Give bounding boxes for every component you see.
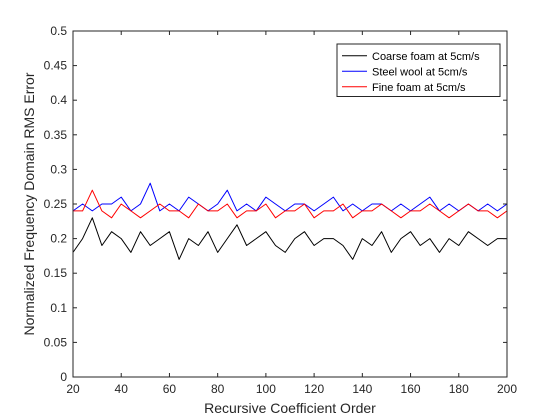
legend-label-1: Coarse foam at 5cm/s [372, 51, 480, 63]
y-tick-label: 0.45 [44, 59, 68, 73]
x-tick-label: 160 [401, 382, 421, 396]
x-tick-label: 140 [352, 382, 372, 396]
x-tick-label: 80 [211, 382, 225, 396]
y-tick-label: 0.2 [50, 232, 67, 246]
y-tick-label: 0.4 [50, 93, 67, 107]
y-tick-label: 0.25 [44, 197, 68, 211]
y-axis-ticks: 0 0.05 0.1 0.15 0.2 0.25 0.3 0.35 0.4 0.45 0.5 [44, 24, 507, 384]
x-tick-label: 100 [256, 382, 276, 396]
y-tick-label: 0.5 [50, 24, 67, 38]
legend-box [336, 43, 501, 97]
legend-label-2: Steel wool at 5cm/s [372, 66, 468, 78]
y-tick-label: 0.1 [50, 301, 67, 315]
legend: Coarse foam at 5cm/s Steel wool at 5cm/s F… [336, 43, 501, 97]
y-tick-label: 0.35 [44, 128, 68, 142]
x-tick-label: 180 [449, 382, 469, 396]
legend-label-3: Fine foam at 5cm/s [372, 82, 466, 94]
x-tick-label: 20 [66, 382, 80, 396]
x-tick-label: 40 [115, 382, 129, 396]
x-tick-label: 200 [497, 382, 517, 396]
plot-lines [72, 182, 508, 260]
series-line-3 [73, 189, 508, 219]
y-tick-label: 0.3 [50, 162, 67, 176]
y-tick-label: 0 [60, 370, 67, 384]
y-tick-label: 0.05 [44, 335, 68, 349]
series-line-2 [72, 182, 508, 212]
x-tick-label: 60 [163, 382, 177, 396]
x-axis-title: Recursive Coefficient Order [204, 400, 376, 416]
x-tick-label: 120 [304, 382, 324, 396]
y-axis-title: Normalized Frequency Domain RMS Error [21, 72, 37, 335]
y-tick-label: 0.15 [44, 266, 68, 280]
x-axis-ticks: 20 40 60 80 100 120 140 160 180 200 [66, 31, 517, 396]
series-line-1 [72, 217, 507, 260]
